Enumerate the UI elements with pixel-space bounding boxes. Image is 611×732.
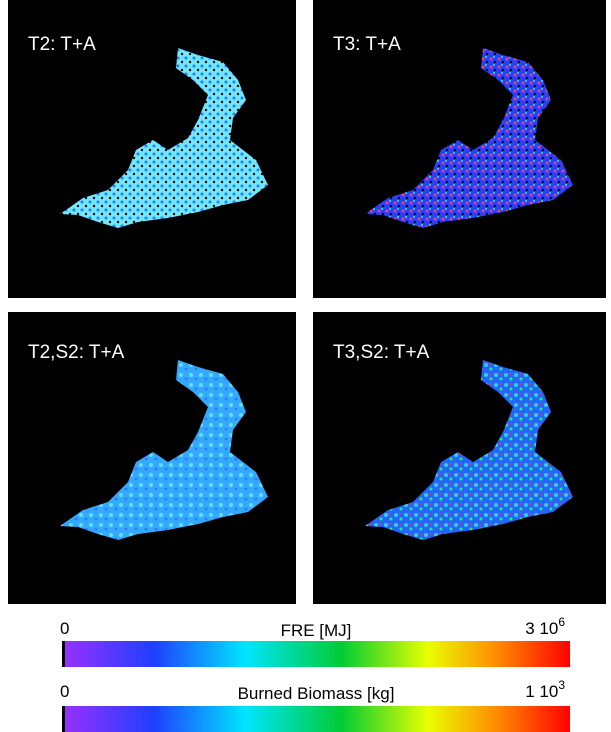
panel: T3: T+A: [313, 0, 606, 298]
panel-label: T3: T+A: [333, 34, 401, 55]
max-base: 1 10: [525, 682, 558, 701]
panel: T3,S2: T+A: [313, 312, 606, 604]
max-exponent: 6: [558, 615, 565, 629]
colorbar-title: FRE [MJ]: [281, 621, 352, 640]
colorbar-max: 1 103: [525, 678, 565, 701]
panel-label: T3,S2: T+A: [333, 342, 430, 363]
panel-label: T2,S2: T+A: [28, 342, 125, 363]
colorbar-min: 0: [60, 619, 69, 638]
colorbar-title: Burned Biomass [kg]: [238, 684, 395, 703]
max-exponent: 3: [558, 678, 565, 692]
colorbar-max: 3 106: [525, 615, 565, 638]
colorbar: 0 FRE [MJ] 3 106: [60, 615, 570, 667]
panel: T2,S2: T+A: [8, 312, 296, 604]
panel: T2: T+A: [8, 0, 296, 298]
colorbar-min: 0: [60, 682, 69, 701]
max-base: 3 10: [525, 619, 558, 638]
panel-label: T2: T+A: [28, 34, 96, 55]
colorbar: 0 Burned Biomass [kg] 1 103: [60, 678, 570, 732]
